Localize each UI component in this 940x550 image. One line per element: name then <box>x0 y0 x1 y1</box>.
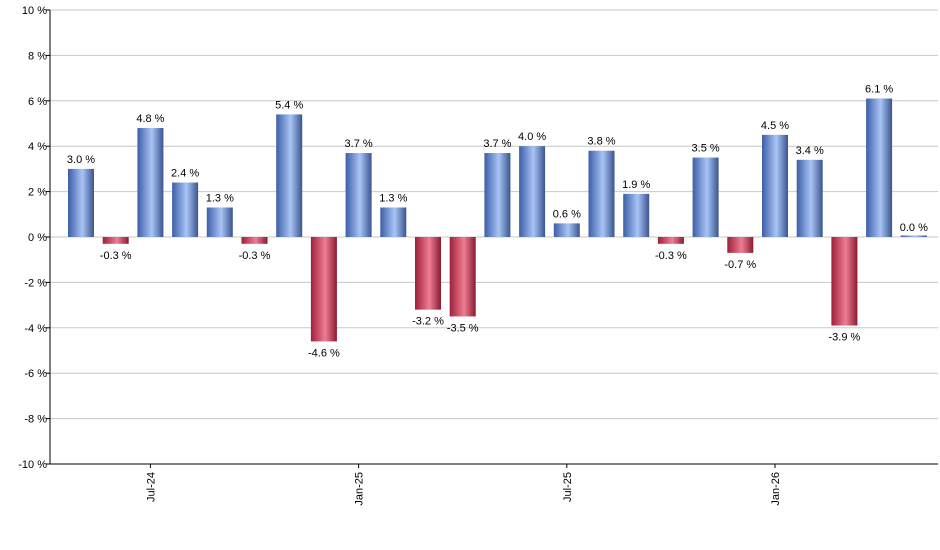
x-tick-label: Jan-25 <box>354 472 366 506</box>
bar <box>727 237 754 253</box>
x-tick-label: Jul-25 <box>562 472 574 502</box>
bar <box>241 237 268 244</box>
bar <box>519 146 546 237</box>
bar-value-label: 0.0 % <box>900 222 928 234</box>
bar <box>310 237 337 342</box>
bar-value-label: 1.9 % <box>622 179 650 191</box>
bar-value-label: 3.5 % <box>692 143 720 155</box>
bar-value-label: 3.0 % <box>67 154 95 166</box>
bar <box>796 159 823 237</box>
bar <box>415 237 441 310</box>
bar-value-label: -3.2 % <box>412 316 444 328</box>
y-tick-label: -8 % <box>24 414 47 426</box>
bar <box>68 168 94 237</box>
bar-value-label: 5.4 % <box>275 99 303 111</box>
y-tick-label: -4 % <box>24 323 47 335</box>
bar-value-label: -4.6 % <box>308 347 340 359</box>
bar <box>657 237 684 244</box>
bar-value-label: -3.5 % <box>447 322 479 334</box>
y-tick-label: 6 % <box>28 96 47 108</box>
bar-value-label: 6.1 % <box>865 84 893 96</box>
bar <box>137 128 164 237</box>
bar-value-label: 3.7 % <box>483 138 511 150</box>
bar <box>172 182 199 237</box>
y-tick-label: -6 % <box>24 368 47 380</box>
bar-value-label: 0.6 % <box>553 208 581 220</box>
bar <box>102 237 129 244</box>
bar-value-labels: 3.0 % -0.3 % 4.8 % 2.4 % 1.3 % -0.3 % 5.4 % -4.… <box>67 84 928 360</box>
bar-value-label: -3.9 % <box>829 332 861 344</box>
y-tick-label: 10 % <box>22 5 47 17</box>
bar <box>206 207 233 237</box>
bar-value-label: 1.3 % <box>206 192 234 204</box>
bar <box>553 223 580 237</box>
x-tick-label: Jan-26 <box>770 472 782 506</box>
bar-value-label: 4.8 % <box>136 113 164 125</box>
bar-value-label: -0.3 % <box>655 250 687 262</box>
bar <box>484 153 511 237</box>
bar <box>623 193 650 237</box>
bar-value-label: -0.7 % <box>724 259 756 271</box>
bar <box>831 237 858 326</box>
bars <box>68 98 927 342</box>
bar <box>345 153 372 237</box>
bar <box>866 98 893 237</box>
bar-value-label: 3.7 % <box>345 138 373 150</box>
y-tick-label: -10 % <box>18 459 47 471</box>
y-tick-label: 0 % <box>28 232 47 244</box>
bar <box>380 207 407 237</box>
y-tick-label: 4 % <box>28 141 47 153</box>
bar-value-label: 3.4 % <box>796 145 824 157</box>
bar <box>762 134 788 237</box>
bar-value-label: 1.3 % <box>379 192 407 204</box>
bar-value-label: 2.4 % <box>171 168 199 180</box>
x-tick-label: Jul-24 <box>145 472 157 502</box>
bar-value-label: 4.5 % <box>761 120 789 132</box>
bar <box>900 235 927 237</box>
y-tick-label: 8 % <box>28 50 47 62</box>
bar-value-label: 4.0 % <box>518 131 546 143</box>
y-tick-label: -2 % <box>24 277 47 289</box>
bar-value-label: -0.3 % <box>239 250 271 262</box>
axes <box>49 10 938 465</box>
bar-value-label: 3.8 % <box>587 136 615 148</box>
bar-value-label: -0.3 % <box>100 250 132 262</box>
y-tick-label: 2 % <box>28 187 47 199</box>
bar <box>449 237 476 317</box>
bar <box>588 150 615 237</box>
x-axis-tick-labels: Jul-24 Jan-25 Jul-25 Jan-26 <box>145 464 782 506</box>
bar <box>276 114 303 237</box>
bar <box>692 157 719 237</box>
y-axis-tick-labels: 10 % 8 % 6 % 4 % 2 % 0 % -2 % -4 % -6 % -8 % -10 % <box>18 5 50 471</box>
